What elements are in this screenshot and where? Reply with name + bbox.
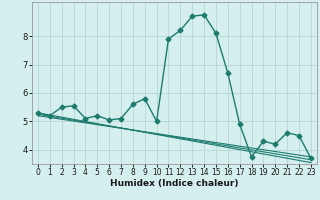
- X-axis label: Humidex (Indice chaleur): Humidex (Indice chaleur): [110, 179, 239, 188]
